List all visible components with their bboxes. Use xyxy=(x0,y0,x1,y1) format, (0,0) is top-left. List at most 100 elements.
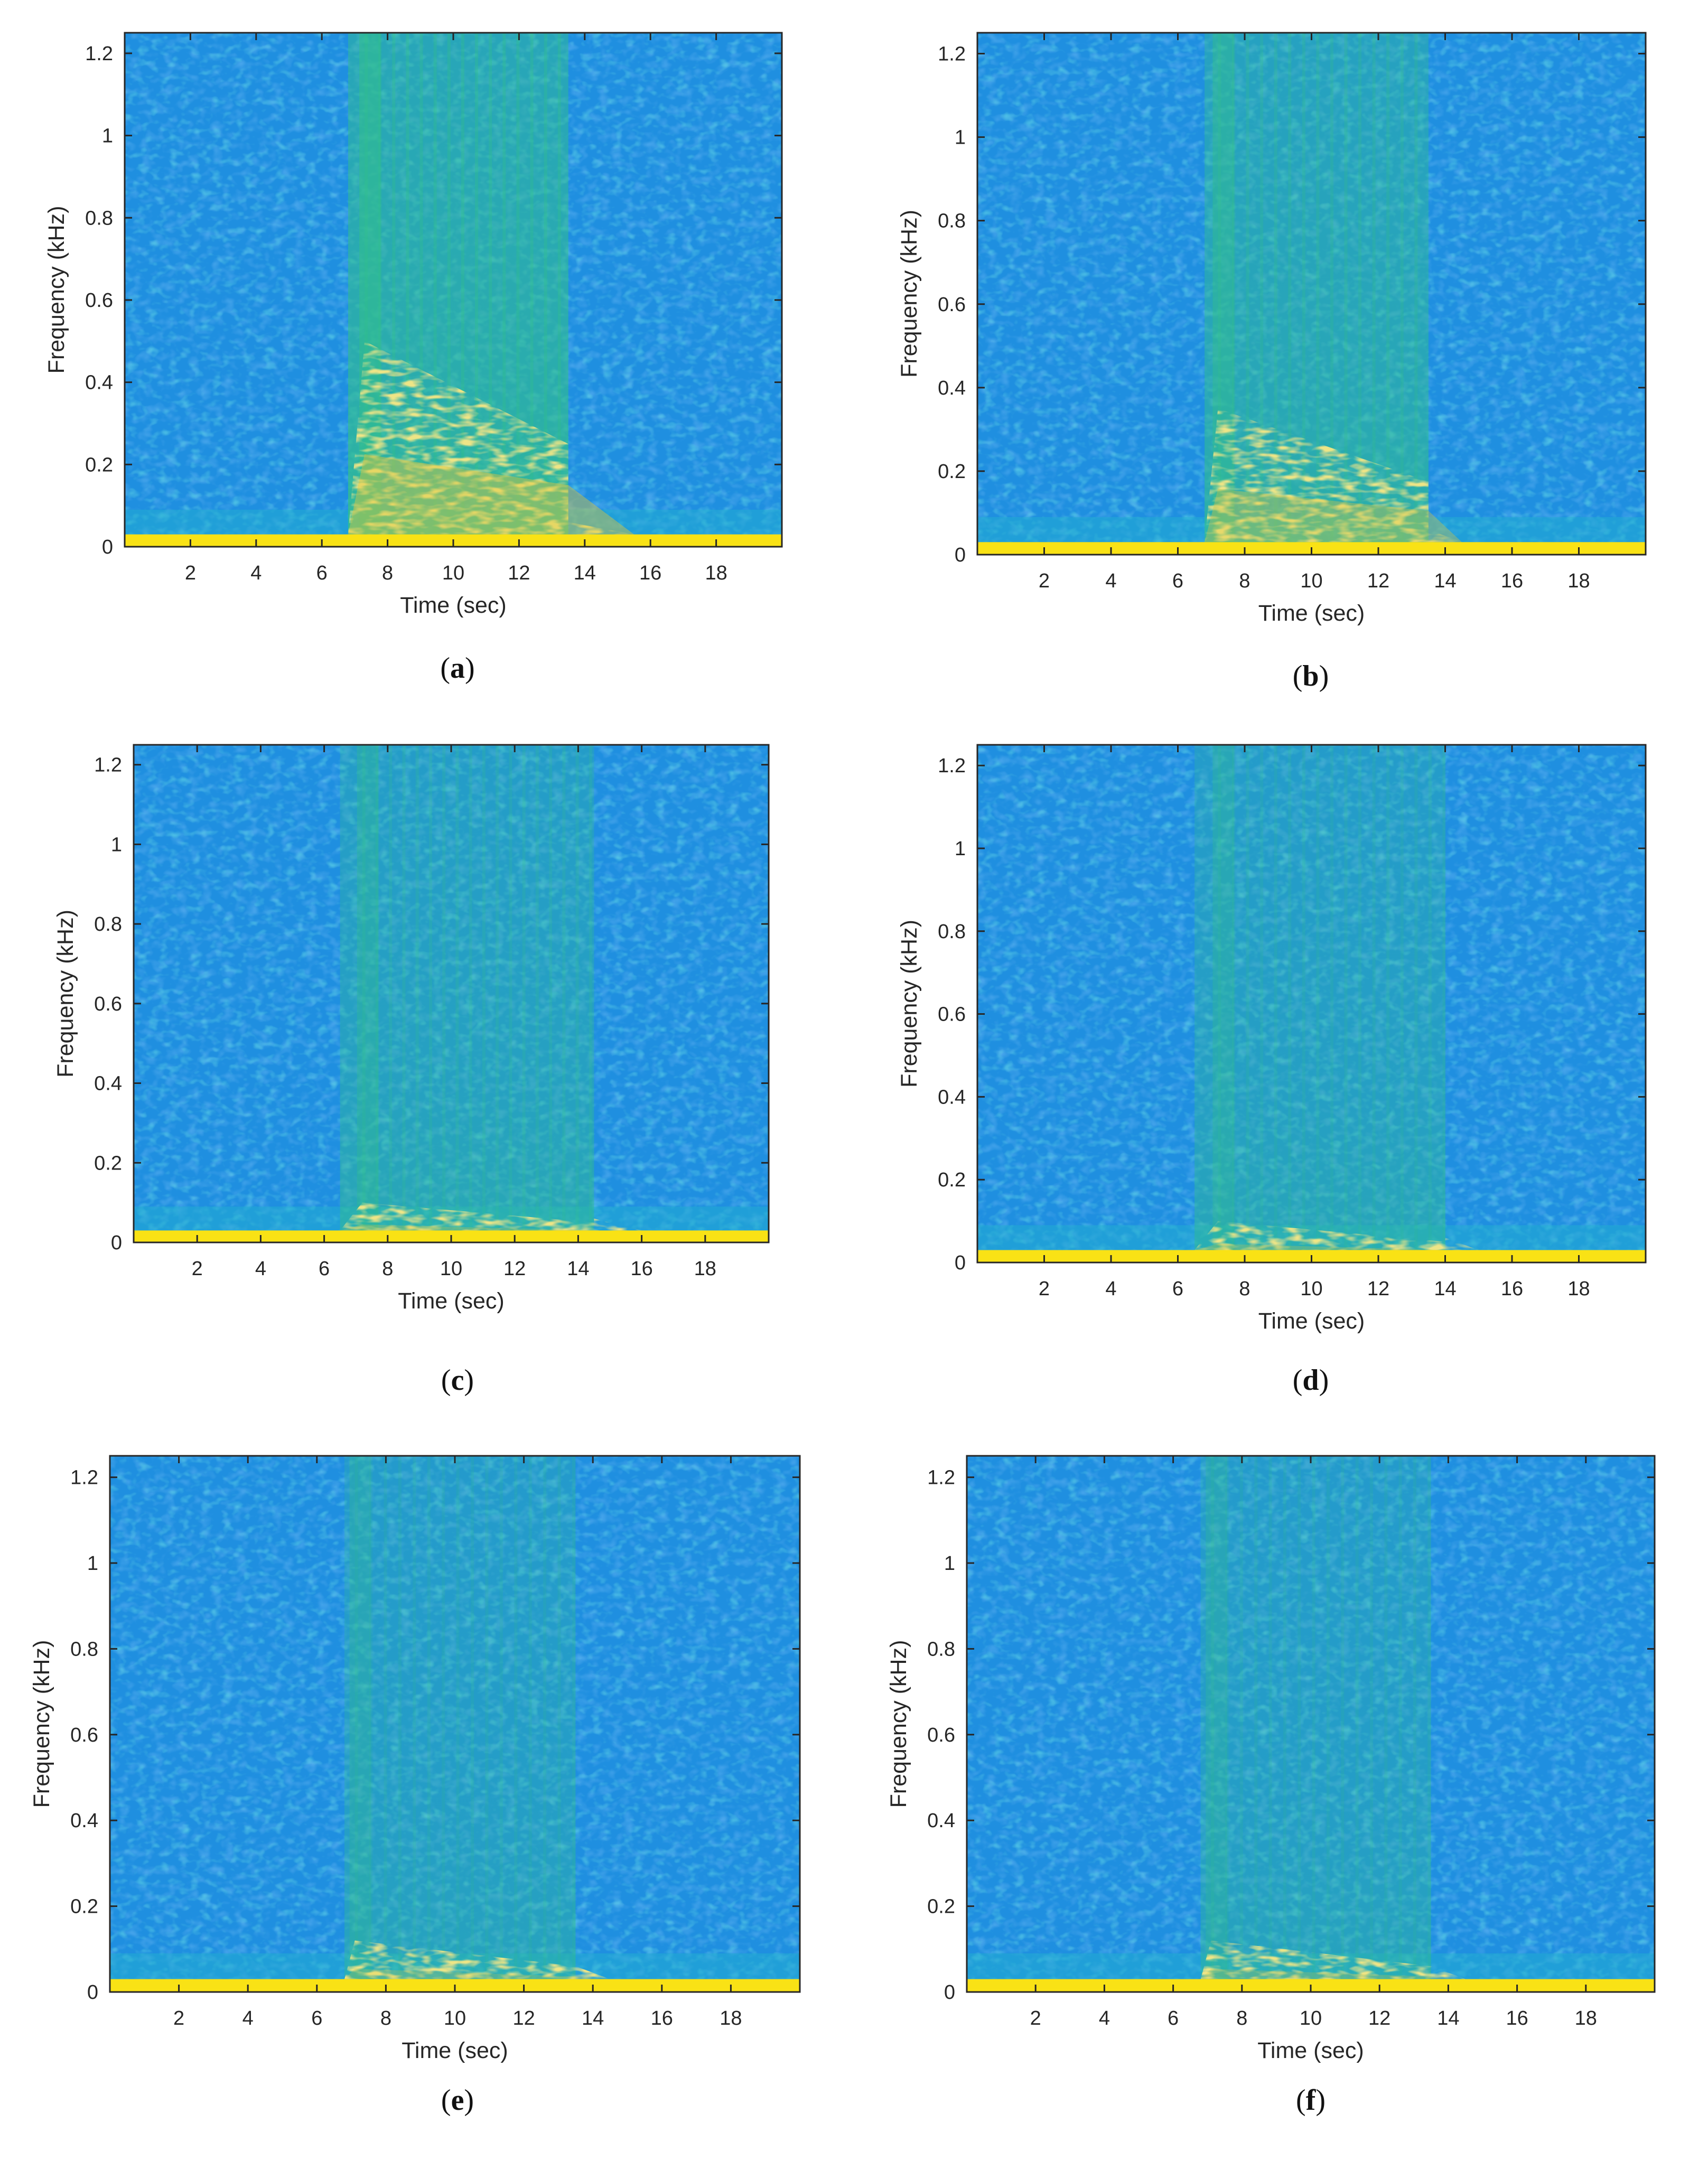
event-striation xyxy=(427,1456,431,1992)
y-tick-label: 0.4 xyxy=(938,377,966,399)
event-striation xyxy=(455,745,459,1242)
x-axis-label: Time (sec) xyxy=(1258,1308,1365,1334)
x-tick-label: 4 xyxy=(1105,570,1116,592)
event-striation xyxy=(469,745,472,1242)
event-striation xyxy=(428,745,432,1242)
event-energy-core xyxy=(1194,1243,1479,1250)
event-striation xyxy=(369,1456,373,1992)
x-tick-label: 16 xyxy=(1506,2007,1528,2029)
x-tick-label: 18 xyxy=(705,562,727,584)
event-striation xyxy=(1225,1456,1229,1992)
event-striation xyxy=(433,33,437,547)
event-striation xyxy=(1414,745,1418,1262)
y-tick-label: 0.4 xyxy=(938,1086,966,1108)
spectrogram-image xyxy=(977,745,1646,1262)
event-striation xyxy=(402,745,406,1242)
x-tick-label: 4 xyxy=(1105,1278,1116,1300)
event-striation xyxy=(471,1456,474,1992)
y-tick-label: 1.2 xyxy=(938,755,966,777)
x-tick-label: 2 xyxy=(185,562,196,584)
event-striation xyxy=(528,1456,532,1992)
event-striation xyxy=(1274,745,1277,1262)
event-striation xyxy=(1316,33,1320,555)
x-tick-label: 18 xyxy=(1567,570,1590,592)
y-tick-label: 1 xyxy=(111,834,122,856)
event-striation xyxy=(375,745,379,1242)
event-energy-blobs xyxy=(1205,408,1462,542)
event-energy-core xyxy=(1205,489,1462,542)
event-striation xyxy=(1231,745,1235,1262)
x-tick-label: 16 xyxy=(1501,570,1523,592)
event-striation xyxy=(1341,1456,1345,1992)
event-striation xyxy=(485,1456,489,1992)
x-tick-label: 18 xyxy=(1575,2007,1597,2029)
event-energy-blobs xyxy=(1194,1221,1479,1250)
event-energy-core xyxy=(348,454,634,535)
x-axis-label: Time (sec) xyxy=(402,2038,508,2063)
y-tick-label: 0.2 xyxy=(85,454,113,476)
event-striation xyxy=(489,33,492,547)
y-tick-label: 1 xyxy=(944,1552,955,1575)
panel-caption: (c) xyxy=(441,1364,474,1397)
event-striation xyxy=(1316,745,1320,1262)
event-striation xyxy=(1369,1456,1373,1992)
y-tick-label: 0.8 xyxy=(94,913,122,936)
spectrogram-panel-f: 2 4 6 8 10 12 14 16 18 0 0.2 0.4 0.6 0.8 1 1.2 Time (sec… xyxy=(886,1455,1656,2117)
x-tick-label: 8 xyxy=(382,562,393,584)
event-striation xyxy=(1312,1456,1315,1992)
x-axis-label: Time (sec) xyxy=(1258,601,1365,626)
x-tick-label: 6 xyxy=(311,2007,322,2029)
y-tick-label: 1 xyxy=(955,127,966,149)
event-striation xyxy=(461,33,464,547)
spectrogram-image xyxy=(125,33,782,547)
event-energy-blobs xyxy=(340,1202,642,1231)
y-tick-label: 0.6 xyxy=(938,294,966,316)
y-axis-label: Frequency (kHz) xyxy=(53,910,78,1078)
event-striation xyxy=(1400,33,1404,555)
event-striation xyxy=(406,33,409,547)
event-energy-core xyxy=(1200,1969,1466,1979)
event-broadband-column xyxy=(1200,1456,1431,1992)
event-striation xyxy=(1400,745,1404,1262)
x-tick-label: 10 xyxy=(440,1258,462,1280)
event-onset xyxy=(1212,745,1234,1262)
event-striation xyxy=(543,1456,547,1992)
event-striation xyxy=(502,33,506,547)
y-tick-label: 1.2 xyxy=(927,1467,955,1489)
panel-caption: (d) xyxy=(1293,1364,1329,1397)
event-striation xyxy=(456,1456,460,1992)
y-tick-label: 0 xyxy=(944,1981,955,2004)
panel-caption-letter: d xyxy=(1302,1364,1319,1397)
x-tick-label: 14 xyxy=(1434,570,1456,592)
panel-caption: (f) xyxy=(1296,2084,1326,2117)
event-onset xyxy=(1206,1456,1227,1992)
event-striation xyxy=(442,745,446,1242)
event-striation xyxy=(1428,745,1432,1262)
event-striation xyxy=(1260,745,1264,1262)
y-tick-label: 1.2 xyxy=(938,43,966,66)
event-striation xyxy=(1302,33,1305,555)
panel-caption-letter: b xyxy=(1302,660,1319,693)
y-tick-label: 0 xyxy=(102,536,113,558)
x-tick-label: 6 xyxy=(316,562,328,584)
x-tick-label: 14 xyxy=(574,562,596,584)
event-striation xyxy=(442,1456,445,1992)
y-tick-label: 1.2 xyxy=(70,1467,98,1489)
x-tick-label: 12 xyxy=(508,562,530,584)
y-tick-label: 0.6 xyxy=(938,1004,966,1026)
x-tick-label: 12 xyxy=(503,1258,526,1280)
x-tick-label: 8 xyxy=(1239,570,1250,592)
x-tick-label: 10 xyxy=(442,562,464,584)
event-striation xyxy=(516,33,520,547)
event-broadband-column xyxy=(340,745,594,1242)
event-striation xyxy=(1218,745,1221,1262)
y-tick-label: 0.2 xyxy=(938,461,966,483)
x-tick-label: 2 xyxy=(1030,2007,1041,2029)
event-striation xyxy=(1358,745,1362,1262)
event-broadband-column xyxy=(1194,745,1445,1262)
event-striation xyxy=(1239,1456,1243,1992)
event-striation xyxy=(575,745,579,1242)
x-tick-label: 14 xyxy=(567,1258,589,1280)
x-tick-label: 4 xyxy=(250,562,262,584)
